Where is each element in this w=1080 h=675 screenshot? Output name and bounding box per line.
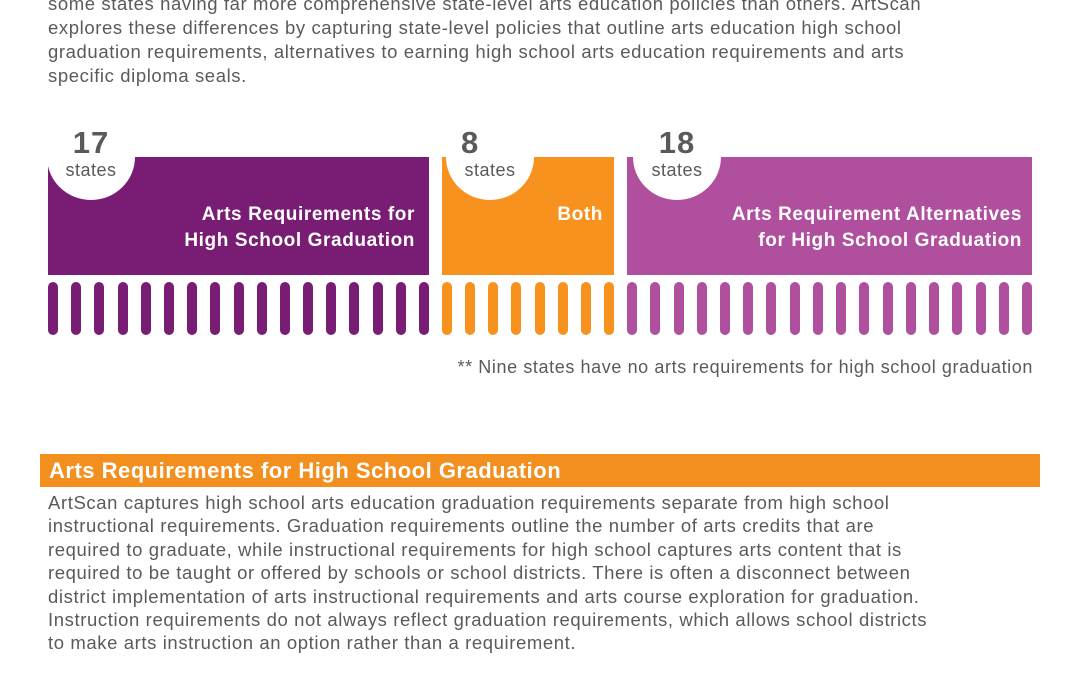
state-bar xyxy=(975,282,986,335)
section-line: required to be taught or offered by scho… xyxy=(48,562,911,584)
state-bar xyxy=(210,282,221,335)
section-header: Arts Requirements for High School Gradua… xyxy=(40,454,1040,487)
section-body: ArtScan captures high school arts educat… xyxy=(48,491,1038,655)
requirement-alternatives-count-badge: 18 states xyxy=(633,114,721,200)
state-bar xyxy=(419,282,429,335)
state-bars xyxy=(0,282,1080,336)
both-count: 8 xyxy=(461,125,480,160)
intro-line: graduation requirements, alternatives to… xyxy=(48,41,905,62)
both-unit: states xyxy=(464,160,516,180)
section-line: ArtScan captures high school arts educat… xyxy=(48,492,890,513)
both-count-badge: 8 states xyxy=(446,114,534,200)
section-line: to make arts instruction an option rathe… xyxy=(48,632,577,654)
state-bar xyxy=(303,282,314,335)
state-bar xyxy=(952,282,963,335)
graduation-requirements-count: 17 xyxy=(72,125,110,160)
state-bar xyxy=(48,282,58,335)
state-bar xyxy=(511,282,522,335)
intro-line: specific diploma seals. xyxy=(48,65,247,86)
state-bar xyxy=(812,282,823,335)
state-bar xyxy=(673,282,684,335)
section-line: required to graduate, while instructiona… xyxy=(48,538,902,560)
state-bar xyxy=(580,282,591,335)
state-bar xyxy=(836,282,847,335)
state-bar xyxy=(279,282,290,335)
state-bar xyxy=(117,282,128,335)
state-bar xyxy=(789,282,800,335)
state-bar xyxy=(929,282,940,335)
requirement-alternatives-count: 18 xyxy=(658,125,696,160)
state-bar xyxy=(627,282,637,335)
state-bar xyxy=(604,282,614,335)
state-bar xyxy=(534,282,545,335)
intro-line: explores these differences by capturing … xyxy=(48,17,902,38)
section-line: Instruction requirements do not always r… xyxy=(48,609,928,631)
state-bar xyxy=(743,282,754,335)
graduation-requirements-box: Arts Requirements for High School Gradua… xyxy=(48,157,429,275)
state-bar xyxy=(905,282,916,335)
state-bar xyxy=(650,282,661,335)
intro-line: some states having far more comprehensiv… xyxy=(48,0,922,14)
state-bar xyxy=(696,282,707,335)
graduation-requirements-count-badge: 17 states xyxy=(47,114,135,200)
state-bar xyxy=(719,282,730,335)
state-bar xyxy=(94,282,105,335)
state-bar xyxy=(71,282,82,335)
footnote: ** Nine states have no arts requirements… xyxy=(457,357,1033,377)
graduation-requirements-unit: states xyxy=(65,160,117,180)
state-bar xyxy=(326,282,337,335)
state-bar xyxy=(372,282,383,335)
state-bar xyxy=(1022,282,1032,335)
requirement-alternatives-unit: states xyxy=(651,160,703,180)
section-line: district implementation of arts instruct… xyxy=(48,585,920,607)
state-bar xyxy=(187,282,198,335)
state-bar xyxy=(349,282,360,335)
state-bar xyxy=(488,282,499,335)
state-bar xyxy=(442,282,452,335)
state-bar xyxy=(557,282,568,335)
both-label: Both xyxy=(557,204,603,225)
state-bar xyxy=(465,282,476,335)
state-bar xyxy=(233,282,244,335)
intro-paragraph: some states having far more comprehensiv… xyxy=(48,0,1038,88)
state-bar xyxy=(140,282,151,335)
graduation-requirements-label: Arts Requirements for High School Gradua… xyxy=(184,204,415,251)
state-bar xyxy=(882,282,893,335)
state-bar xyxy=(998,282,1009,335)
state-bar xyxy=(766,282,777,335)
state-bar xyxy=(163,282,174,335)
state-bar xyxy=(256,282,267,335)
section-line: instructional requirements. Graduation r… xyxy=(48,515,875,537)
requirement-alternatives-label: Arts Requirement Alternatives for High S… xyxy=(731,204,1022,251)
state-bar xyxy=(859,282,870,335)
state-bar xyxy=(395,282,406,335)
